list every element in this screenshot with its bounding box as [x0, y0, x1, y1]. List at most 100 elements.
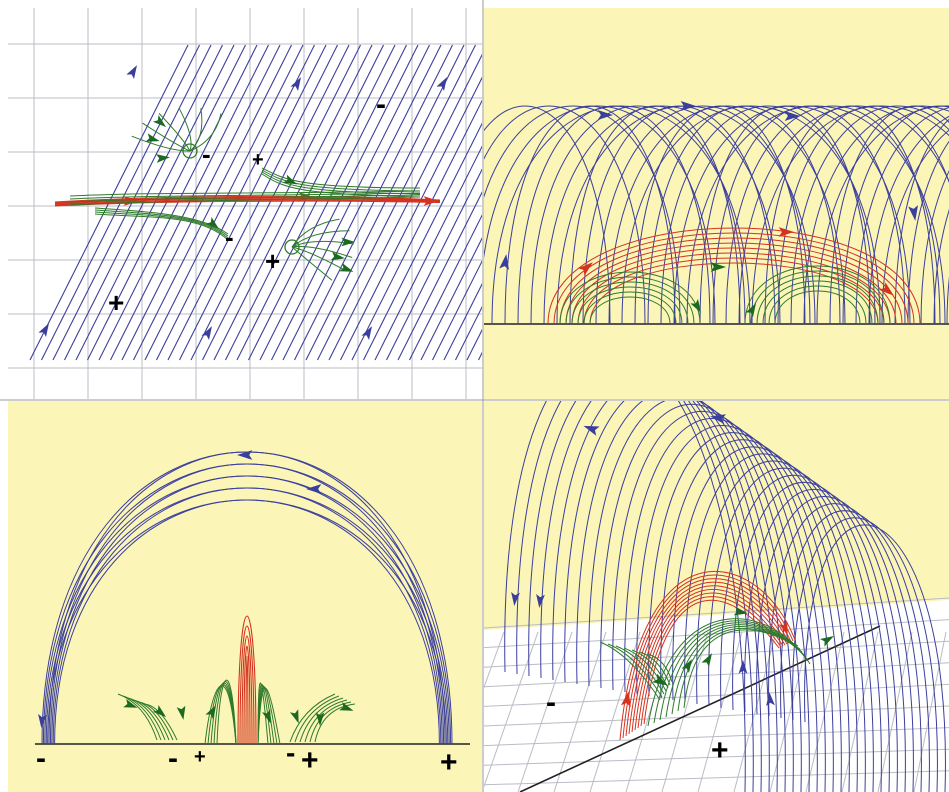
- field-line: [868, 116, 949, 325]
- field-line: [317, 44, 476, 361]
- field-line: [261, 167, 421, 189]
- grid-line: [484, 770, 949, 786]
- field-line: [559, 237, 909, 325]
- grid-line: [661, 631, 709, 792]
- field-line: [54, 499, 440, 745]
- field-line: [583, 291, 677, 325]
- bottom-left-labels: - - + - + +: [36, 737, 458, 779]
- polarity-label: +: [711, 734, 729, 767]
- field-line: [291, 218, 340, 248]
- field-line: [792, 517, 938, 792]
- field-line: [409, 214, 482, 361]
- field-line: [190, 44, 350, 361]
- grid-line: [484, 683, 949, 707]
- field-line: [294, 44, 453, 361]
- field-arrow-icon: [262, 709, 271, 724]
- field-line: [576, 401, 794, 792]
- field-line: [236, 44, 396, 361]
- field-line: [69, 192, 421, 200]
- field-line: [768, 285, 867, 325]
- grid-line: [484, 631, 505, 689]
- field-line: [291, 230, 350, 248]
- field-line: [158, 113, 191, 152]
- field-line: [647, 105, 841, 325]
- field-line: [595, 105, 811, 325]
- grid-line: [517, 631, 573, 792]
- polarity-label: +: [108, 287, 124, 318]
- field-line: [553, 232, 915, 325]
- field-line: [774, 290, 861, 325]
- field-arrow-icon: [908, 205, 918, 221]
- field-line: [156, 44, 315, 361]
- polarity-label: -: [168, 742, 178, 775]
- field-arrow-icon: [145, 133, 160, 142]
- field-line: [622, 574, 794, 739]
- field-arrow-icon: [583, 425, 600, 436]
- field-arrow-icon: [123, 699, 138, 708]
- field-arrow-icon: [339, 263, 354, 272]
- field-line: [484, 105, 646, 325]
- field-line: [189, 113, 222, 152]
- field-line: [571, 281, 689, 325]
- field-line: [261, 169, 421, 192]
- field-line: [582, 105, 776, 325]
- field-line: [241, 635, 253, 745]
- field-line: [455, 305, 482, 361]
- field-arrow-icon: [745, 303, 756, 317]
- field-line: [790, 105, 949, 325]
- field-line: [712, 105, 906, 325]
- field-line: [855, 107, 949, 325]
- top-right-diagram: [484, 101, 949, 325]
- field-line: [51, 475, 443, 745]
- field-arrow-icon: [621, 691, 631, 708]
- field-arrow-icon: [499, 254, 509, 270]
- field-line: [239, 625, 255, 745]
- grid-line: [484, 727, 949, 747]
- field-arrow-icon: [339, 702, 354, 711]
- polarity-label: -: [376, 88, 386, 121]
- field-line: [94, 213, 229, 241]
- field-line: [777, 105, 949, 325]
- field-line: [829, 105, 949, 325]
- field-line: [699, 105, 871, 325]
- field-arrow-icon: [176, 705, 186, 720]
- field-line: [647, 653, 673, 683]
- field-arrow-icon: [690, 299, 701, 313]
- field-line: [756, 275, 879, 325]
- field-line: [294, 695, 340, 743]
- field-arrow-icon: [710, 262, 726, 272]
- field-line: [530, 105, 746, 325]
- field-line: [257, 682, 269, 745]
- field-line: [607, 643, 663, 698]
- field-line: [628, 581, 790, 735]
- field-line: [291, 246, 333, 281]
- field-arrow-icon: [38, 714, 47, 728]
- grid-line: [484, 748, 949, 766]
- field-line: [189, 108, 203, 152]
- field-line: [132, 699, 170, 741]
- top-left-labels: - - + + - +: [108, 88, 386, 318]
- field-arrow-icon: [879, 282, 894, 296]
- field-line: [623, 647, 667, 692]
- polarity-circle-icon: [284, 239, 300, 255]
- field-line: [94, 209, 229, 237]
- field-line: [117, 693, 158, 741]
- field-arrow-icon: [152, 115, 167, 128]
- field-line: [615, 645, 665, 695]
- field-arrow-icon: [423, 196, 439, 206]
- field-line: [216, 679, 237, 745]
- field-arrow-icon: [578, 262, 593, 276]
- field-line: [725, 105, 941, 325]
- field-line: [842, 105, 949, 325]
- field-line: [750, 270, 885, 325]
- field-line: [589, 296, 671, 325]
- field-line: [637, 592, 784, 729]
- field-line: [69, 194, 421, 203]
- field-line: [54, 198, 441, 205]
- grid-line: [484, 597, 949, 629]
- field-line: [768, 503, 922, 792]
- field-arrow-icon: [201, 326, 212, 340]
- field-line: [69, 196, 421, 206]
- field-line: [764, 105, 936, 325]
